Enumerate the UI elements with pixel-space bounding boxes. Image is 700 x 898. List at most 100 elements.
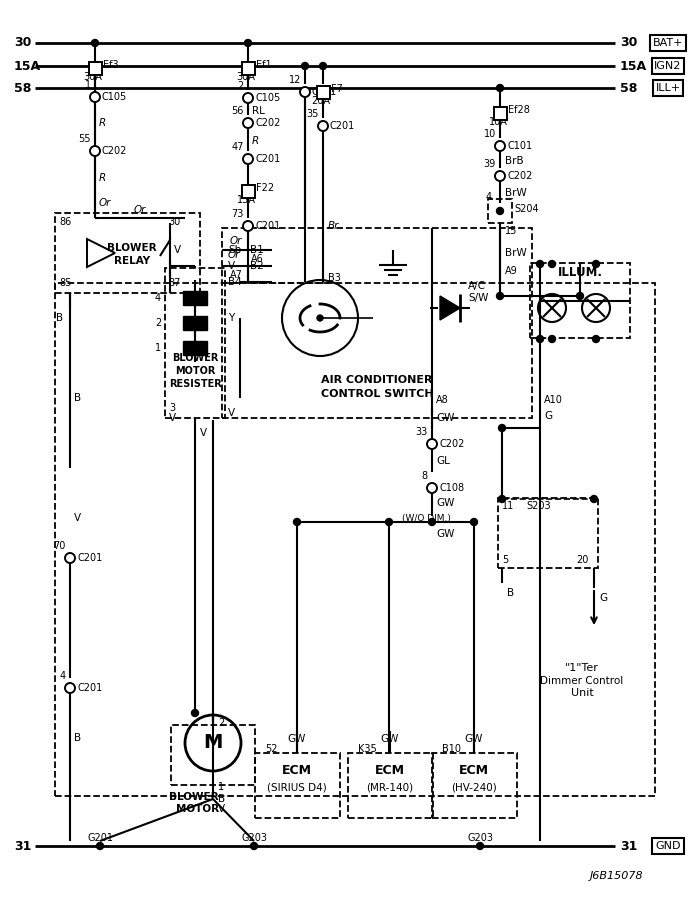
Text: 33: 33 <box>416 427 428 437</box>
Circle shape <box>243 221 253 231</box>
Text: BrW: BrW <box>505 248 526 258</box>
Bar <box>316 85 330 99</box>
Text: 31: 31 <box>620 840 638 852</box>
Text: 15A: 15A <box>620 59 647 73</box>
Text: B: B <box>57 313 64 323</box>
Text: R: R <box>252 136 259 146</box>
Text: V: V <box>218 804 225 814</box>
Text: 87: 87 <box>168 278 181 288</box>
Text: B4: B4 <box>228 277 242 287</box>
Text: GND: GND <box>655 841 680 851</box>
Text: B10: B10 <box>442 744 461 754</box>
Circle shape <box>386 518 393 525</box>
Text: ECM: ECM <box>459 764 489 778</box>
Text: B: B <box>74 393 81 403</box>
Circle shape <box>549 336 556 342</box>
Text: Ef28: Ef28 <box>508 105 530 115</box>
Text: Ef3: Ef3 <box>103 60 118 70</box>
Text: C201: C201 <box>312 87 337 97</box>
Text: C201: C201 <box>255 154 280 164</box>
Text: B: B <box>507 588 514 598</box>
Text: 30: 30 <box>620 37 638 49</box>
Text: 11: 11 <box>502 501 514 511</box>
Circle shape <box>302 63 309 69</box>
Text: Y: Y <box>228 313 235 323</box>
Text: CONTROL SWITCH: CONTROL SWITCH <box>321 389 433 399</box>
Text: MOTOR: MOTOR <box>175 366 215 376</box>
Text: 70: 70 <box>54 541 66 551</box>
Circle shape <box>90 92 100 102</box>
Text: S/W: S/W <box>468 293 489 303</box>
Text: J6B15078: J6B15078 <box>590 871 643 881</box>
Circle shape <box>592 260 599 268</box>
Text: Ef1: Ef1 <box>256 60 272 70</box>
Circle shape <box>65 553 75 563</box>
Bar <box>55 213 200 293</box>
Text: BLOWER: BLOWER <box>169 792 218 802</box>
Text: 1: 1 <box>85 80 91 90</box>
Text: GW: GW <box>381 734 399 744</box>
Text: Sb: Sb <box>228 245 242 255</box>
Text: 5: 5 <box>502 555 508 565</box>
Text: R: R <box>99 173 106 183</box>
Text: V: V <box>174 245 181 255</box>
Text: 56: 56 <box>232 106 244 116</box>
Text: G201: G201 <box>87 833 113 843</box>
Circle shape <box>549 260 556 268</box>
Circle shape <box>536 260 543 268</box>
Text: 30: 30 <box>14 37 32 49</box>
Text: 1: 1 <box>155 343 161 353</box>
Text: (HV-240): (HV-240) <box>451 782 497 792</box>
Text: A8: A8 <box>436 395 449 405</box>
Text: RESISTER: RESISTER <box>169 379 221 389</box>
Text: C201: C201 <box>255 221 280 231</box>
Circle shape <box>496 207 503 215</box>
Bar <box>241 61 255 75</box>
Text: BAT+: BAT+ <box>652 38 683 48</box>
Text: R: R <box>99 118 106 128</box>
Circle shape <box>427 483 437 493</box>
Text: C101: C101 <box>507 141 532 151</box>
Bar <box>498 498 598 568</box>
Text: BLOWER: BLOWER <box>107 243 157 253</box>
Circle shape <box>470 518 477 525</box>
Circle shape <box>498 496 505 503</box>
Text: 58: 58 <box>14 82 32 94</box>
Text: M: M <box>203 734 223 753</box>
Text: BrW: BrW <box>505 188 526 198</box>
Text: V: V <box>228 408 235 418</box>
Text: GW: GW <box>436 498 454 508</box>
Text: 47: 47 <box>232 142 244 152</box>
Bar <box>241 184 255 198</box>
Circle shape <box>477 842 484 850</box>
Text: V: V <box>74 513 81 523</box>
Bar <box>494 107 507 119</box>
Text: GW: GW <box>436 413 454 423</box>
Circle shape <box>192 709 199 717</box>
Circle shape <box>243 118 253 128</box>
Circle shape <box>243 93 253 103</box>
Circle shape <box>300 87 310 97</box>
Circle shape <box>65 683 75 693</box>
Bar <box>348 753 433 818</box>
Bar <box>183 341 207 355</box>
Text: 35: 35 <box>307 109 319 119</box>
Text: Unit: Unit <box>570 688 594 698</box>
Text: RL: RL <box>252 106 265 116</box>
Text: 8: 8 <box>422 471 428 481</box>
Text: 4: 4 <box>155 293 161 303</box>
Text: Dimmer Control: Dimmer Control <box>540 676 624 686</box>
Text: 3: 3 <box>169 403 175 413</box>
Text: IGN2: IGN2 <box>654 61 682 71</box>
Text: 10: 10 <box>484 129 496 139</box>
Text: Or: Or <box>134 205 146 215</box>
Text: F22: F22 <box>256 183 274 193</box>
Text: B1: B1 <box>250 245 264 255</box>
Text: 73: 73 <box>232 209 244 219</box>
Text: 2: 2 <box>155 318 161 328</box>
Text: BLOWER: BLOWER <box>172 353 218 363</box>
Text: V: V <box>169 413 176 423</box>
Bar <box>88 61 102 75</box>
Text: GL: GL <box>436 456 450 466</box>
Text: C202: C202 <box>102 146 127 156</box>
